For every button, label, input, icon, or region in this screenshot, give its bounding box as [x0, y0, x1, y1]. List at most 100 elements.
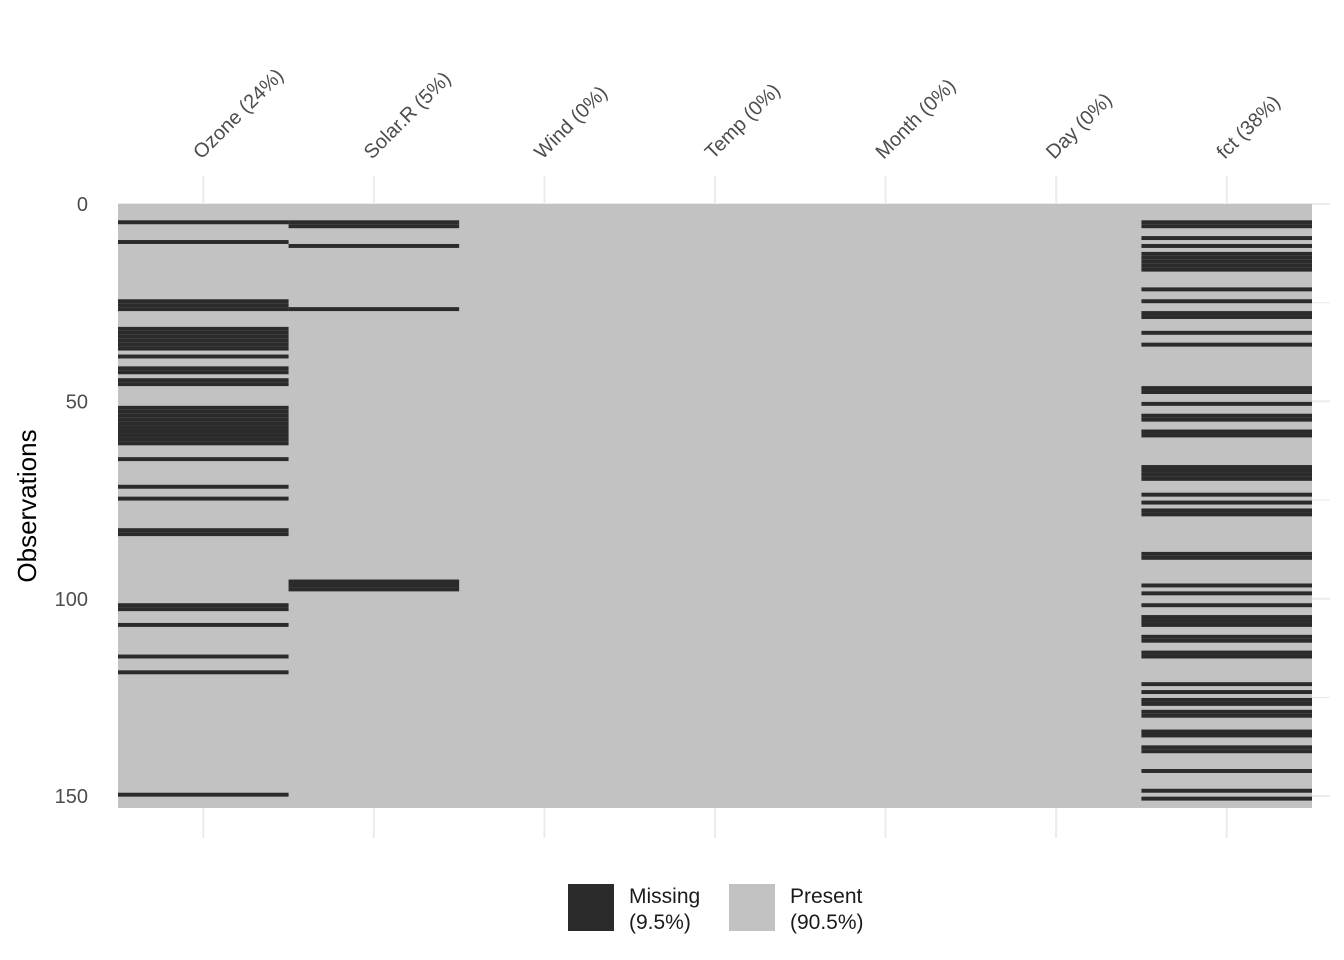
missing-cell — [1141, 255, 1312, 260]
legend-percent: (90.5%) — [790, 911, 864, 934]
missing-cell — [1141, 749, 1312, 754]
plot-area — [118, 204, 1312, 808]
missing-cell — [1141, 729, 1312, 734]
missing-cell — [288, 243, 460, 248]
legend-label: Present — [790, 885, 863, 908]
missing-cell — [1141, 433, 1312, 438]
missing-cell — [118, 299, 289, 304]
column-label: Day (0%) — [1042, 89, 1117, 164]
missing-cell — [1141, 769, 1312, 773]
missing-cell — [1141, 267, 1312, 272]
missing-cell — [118, 220, 289, 225]
missing-cell — [118, 240, 289, 244]
missing-cell — [118, 437, 289, 442]
y-tick-label: 100 — [55, 589, 88, 611]
column-label: Ozone (24%) — [189, 65, 288, 164]
missing-cell — [118, 496, 289, 501]
y-tick-label: 50 — [66, 391, 88, 413]
missing-cell — [288, 583, 460, 588]
missing-cell — [118, 670, 289, 675]
missing-cell — [1141, 733, 1312, 738]
missing-cell — [1141, 468, 1312, 473]
missing-cell — [1141, 796, 1312, 801]
missing-cell — [1141, 638, 1312, 643]
missing-cell — [118, 338, 289, 343]
missing-cell — [1141, 259, 1312, 264]
missing-cell — [118, 366, 289, 371]
missing-cell — [1141, 287, 1312, 292]
legend: Missing (9.5%) Present (90.5%) — [568, 884, 864, 934]
missing-cell — [1141, 413, 1312, 418]
missing-cell — [1141, 263, 1312, 268]
missing-cell — [1141, 330, 1312, 335]
missing-cell — [1141, 236, 1312, 241]
missing-cell — [288, 579, 460, 584]
missing-cell — [118, 792, 289, 797]
column-label: Temp (0%) — [701, 80, 785, 164]
missing-cell — [1141, 492, 1312, 497]
missing-cell — [118, 433, 289, 438]
column-label: fct (38%) — [1213, 91, 1285, 163]
missing-cell — [1141, 788, 1312, 793]
missing-cell — [118, 303, 289, 308]
missing-cell — [118, 528, 289, 533]
missing-cell — [1141, 697, 1312, 702]
missing-cell — [118, 603, 289, 608]
missing-cell — [1141, 622, 1312, 627]
missing-cell — [118, 441, 289, 446]
missing-cell — [1141, 243, 1312, 248]
x-axis-labels: Ozone (24%) Solar.R (5%) Wind (0%) Temp (0%… — [189, 65, 1285, 164]
missing-cell — [118, 484, 289, 489]
missing-cell — [1141, 650, 1312, 655]
missing-cell — [1141, 417, 1312, 422]
column-label: Wind (0%) — [530, 82, 612, 164]
missing-cell — [118, 346, 289, 351]
missing-cell — [288, 307, 460, 312]
missing-cell — [1141, 713, 1312, 718]
missing-cell — [1141, 709, 1312, 714]
missing-cell — [1141, 591, 1312, 596]
missing-cell — [1141, 251, 1312, 256]
missing-cell — [118, 307, 289, 312]
missing-cell — [118, 354, 289, 359]
missing-cell — [1141, 472, 1312, 477]
missing-cell — [1141, 401, 1312, 406]
missing-cell — [118, 417, 289, 422]
legend-swatch — [568, 884, 614, 931]
missing-cell — [118, 330, 289, 335]
missing-cell — [118, 622, 289, 627]
missing-cell — [118, 421, 289, 426]
missing-cell — [1141, 465, 1312, 469]
missing-cell — [1141, 555, 1312, 560]
present-area — [118, 204, 1312, 808]
missing-cell — [118, 425, 289, 430]
missing-cell — [1141, 224, 1312, 229]
missing-cell — [1141, 390, 1312, 394]
missing-cell — [1141, 745, 1312, 750]
missing-cell — [118, 342, 289, 347]
missing-cell — [118, 378, 289, 383]
missing-cell — [1141, 476, 1312, 481]
missing-cell — [118, 413, 289, 418]
y-axis-title: Observations — [12, 429, 42, 582]
missing-cell — [1141, 619, 1312, 623]
missing-cell — [288, 220, 460, 225]
missing-cell — [118, 532, 289, 537]
missing-cell — [1141, 682, 1312, 687]
column-label: Month (0%) — [872, 75, 961, 164]
missing-cell — [1141, 690, 1312, 695]
missing-cell — [288, 224, 460, 229]
y-axis-labels: 0 50 100 150 — [55, 194, 88, 808]
legend-label: Missing — [629, 885, 700, 908]
missing-cell — [1141, 220, 1312, 225]
column-label: Solar.R (5%) — [360, 68, 456, 164]
missing-cell — [118, 370, 289, 375]
missing-cell — [1141, 342, 1312, 347]
missing-cell — [1141, 512, 1312, 517]
missing-cell — [1141, 701, 1312, 706]
missing-cell — [1141, 654, 1312, 659]
y-tick-label: 0 — [77, 194, 88, 216]
missing-cell — [1141, 551, 1312, 556]
missing-cell — [1141, 299, 1312, 304]
